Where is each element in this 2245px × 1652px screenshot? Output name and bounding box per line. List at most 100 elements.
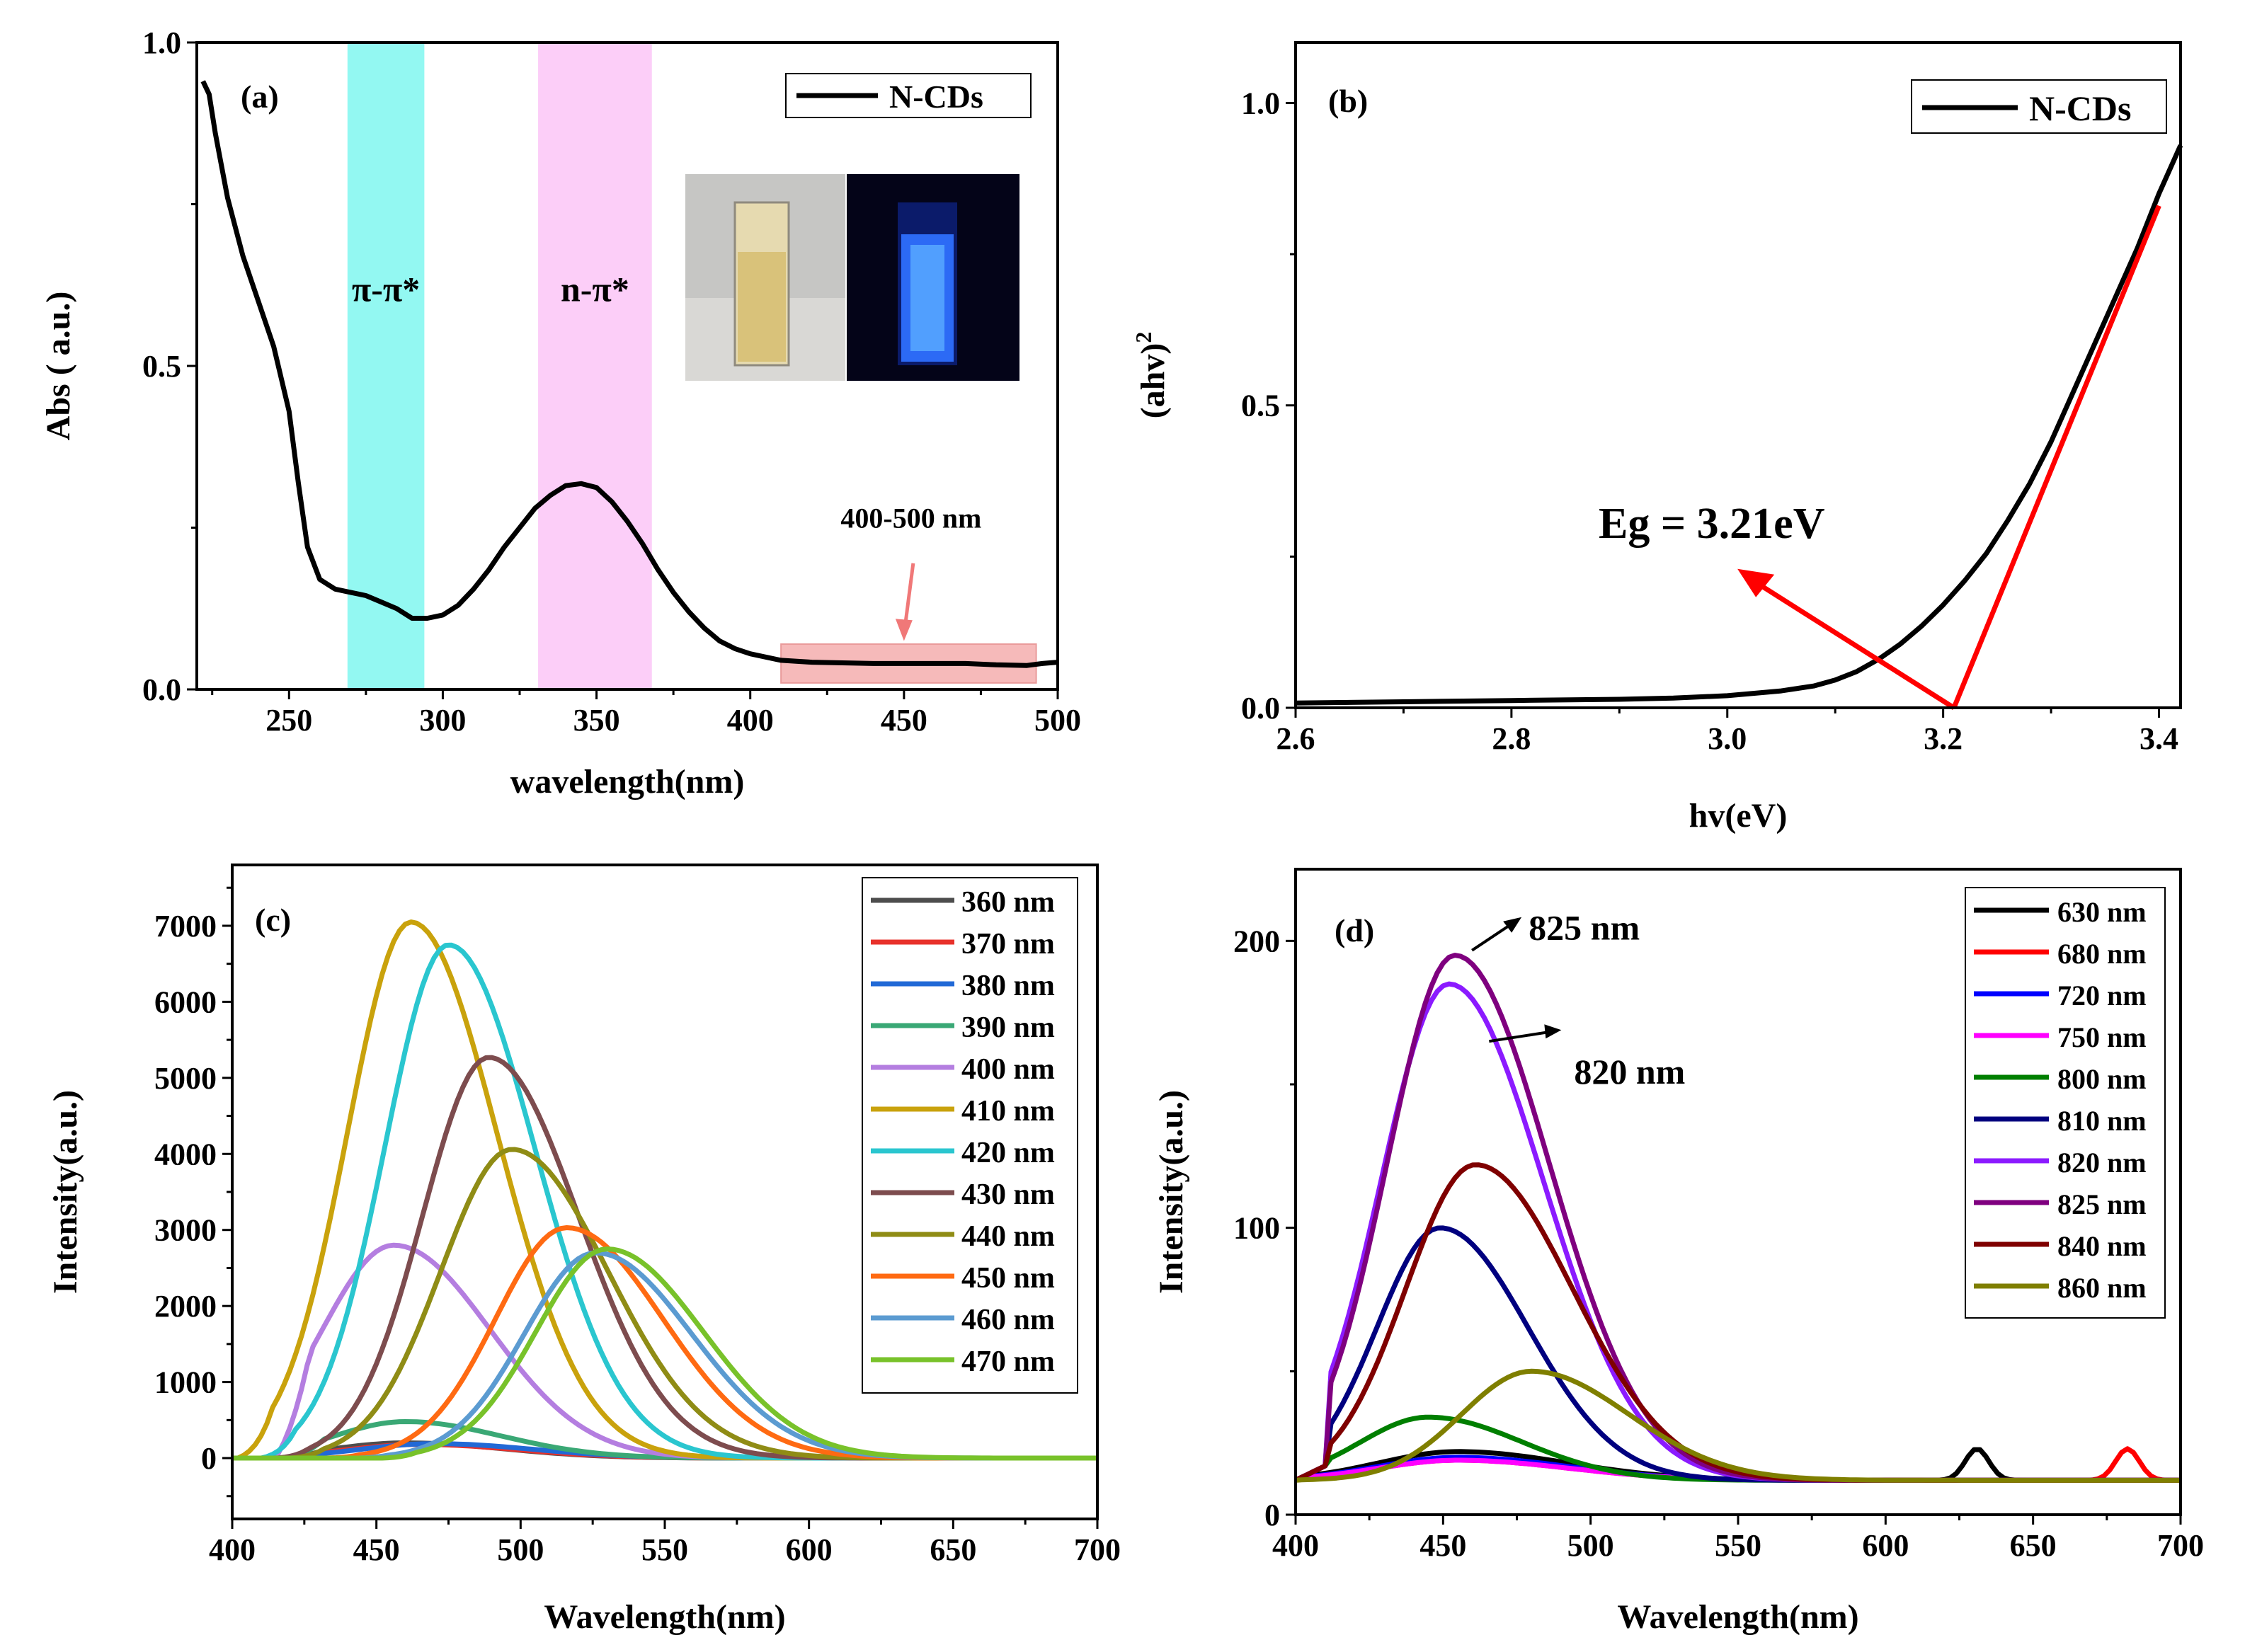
region-label-400-500: 400-500 nm: [840, 503, 981, 534]
annotation-arrowhead-820: [1544, 1024, 1562, 1039]
y-tick-label: 4000: [154, 1137, 217, 1171]
y-tick-label: 0.0: [1241, 691, 1280, 725]
legend-label: 410 nm: [961, 1095, 1055, 1128]
legend-label: 390 nm: [961, 1011, 1055, 1044]
x-tick-label: 3.4: [2140, 721, 2178, 756]
annotation-arrowhead-825: [1503, 917, 1522, 933]
y-tick-label: 6000: [154, 985, 217, 1019]
x-axis-title: Wavelength(nm): [1617, 1598, 1858, 1636]
absorption-band-2: [538, 42, 652, 689]
region-arrowhead: [895, 619, 913, 641]
x-tick-label: 450: [881, 703, 927, 738]
legend-label: 720 nm: [2057, 980, 2147, 1011]
x-tick-label: 600: [1862, 1528, 1909, 1563]
cuvette-daylight-liquid: [738, 252, 786, 362]
y-axis-title-sup: 2: [1131, 332, 1156, 343]
eg-arrow: [1749, 576, 1955, 710]
x-tick-label: 500: [1567, 1528, 1614, 1563]
y-tick-label: 0.5: [1241, 389, 1280, 423]
legend-label: 840 nm: [2057, 1230, 2147, 1262]
legend-label: N-CDs: [2029, 88, 2131, 128]
x-tick-label: 450: [353, 1532, 400, 1567]
y-tick-label: 5000: [154, 1061, 217, 1096]
x-axis-title: Wavelength(nm): [544, 1598, 785, 1636]
legend-label: 750 nm: [2057, 1021, 2147, 1053]
panel-b: Eg = 3.21eV N-CDs (b) 2.6 2.8 3.0 3.2 3.4 0.0 0.5…: [1131, 41, 2183, 834]
y-axis-title: (ahv)2: [1131, 332, 1172, 419]
series-n-cds: [1295, 144, 2183, 706]
eg-arrowhead: [1737, 568, 1775, 597]
x-axis-title: hv(eV): [1689, 797, 1788, 834]
x-tick-label: 500: [1034, 703, 1081, 738]
y-tick-label: 0.0: [142, 672, 181, 707]
plot-frame: [1294, 41, 2182, 709]
legend-label: 470 nm: [961, 1346, 1055, 1378]
x-tick-label: 700: [1074, 1532, 1121, 1567]
legend-label: 800 nm: [2057, 1063, 2147, 1095]
y-tick-label: 1.0: [1241, 86, 1280, 120]
y-tick-label: 100: [1233, 1211, 1280, 1246]
annotation-820: 820 nm: [1574, 1052, 1685, 1091]
panel-d: 825 nm 820 nm 630 nm 680 nm 720 nm 750 nm 800 …: [1153, 868, 2204, 1636]
x-tick-label: 300: [419, 703, 466, 738]
x-tick-label: 400: [727, 703, 774, 738]
tangent-fit-line: [1951, 205, 2161, 709]
legend-label: 680 nm: [2057, 938, 2147, 970]
legend-label: N-CDs: [889, 79, 983, 115]
series-n-cds: [200, 80, 1058, 668]
cuvette-uv-glow: [910, 245, 944, 351]
y-tick-label: 200: [1233, 924, 1280, 958]
x-axis-title: wavelength(nm): [510, 763, 745, 801]
annotation-825: 825 nm: [1529, 908, 1640, 948]
x-tick-label: 400: [1272, 1528, 1319, 1563]
y-axis-title: Intensity(a.u.): [1153, 1090, 1190, 1294]
y-tick-label: 1000: [154, 1365, 217, 1400]
legend-label: 430 nm: [961, 1178, 1055, 1211]
legend-label: 360 nm: [961, 886, 1055, 919]
x-tick-label: 500: [497, 1532, 544, 1567]
panel-label: (c): [255, 902, 291, 938]
legend-box: [862, 877, 1078, 1394]
y-tick-label: 7000: [154, 909, 217, 943]
panel-a: π-π* n-π* 400-500 nm N-CDs (a) 250 300 350 400 45…: [40, 25, 1081, 801]
y-tick-label: 0: [1264, 1498, 1280, 1532]
x-tick-label: 550: [1715, 1528, 1761, 1563]
x-tick-label: 400: [209, 1532, 256, 1567]
y-tick-label: 3000: [154, 1213, 217, 1248]
y-tick-label: 0.5: [142, 349, 181, 384]
legend-label: 460 nm: [961, 1304, 1055, 1336]
x-tick-label: 250: [265, 703, 312, 738]
x-tick-label: 700: [2157, 1528, 2204, 1563]
x-tick-label: 600: [786, 1532, 833, 1567]
x-tick-label: 3.0: [1708, 721, 1747, 756]
legend-label: 860 nm: [2057, 1272, 2147, 1304]
legend-label: 400 nm: [961, 1053, 1055, 1086]
absorption-band-1: [347, 42, 425, 689]
series-860-nm: [1295, 1368, 2181, 1483]
legend-label: 820 nm: [2057, 1147, 2147, 1178]
panel-label: (b): [1328, 83, 1368, 119]
series-470-nm: [232, 1246, 1097, 1461]
x-tick-label: 350: [573, 703, 620, 738]
x-tick-label: 2.8: [1492, 721, 1531, 756]
legend-label: 420 nm: [961, 1137, 1055, 1169]
legend-label: 630 nm: [2057, 896, 2147, 928]
y-tick-label: 0: [201, 1441, 217, 1476]
legend-label: 825 nm: [2057, 1188, 2147, 1220]
annotation-arrow-820: [1489, 1030, 1553, 1043]
y-axis-title: Abs ( a.u.): [40, 292, 77, 441]
x-tick-label: 650: [2010, 1528, 2057, 1563]
panel-label: (d): [1335, 912, 1374, 948]
x-tick-label: 2.6: [1276, 721, 1315, 756]
y-tick-label: 2000: [154, 1289, 217, 1324]
band-label-pi-pi: π-π*: [352, 270, 420, 309]
legend-label: 370 nm: [961, 928, 1055, 960]
x-tick-label: 650: [930, 1532, 976, 1567]
band-label-n-pi: n-π*: [561, 270, 629, 309]
legend-label: 440 nm: [961, 1220, 1055, 1253]
eg-annotation: Eg = 3.21eV: [1599, 500, 1825, 548]
legend-label: 810 nm: [2057, 1105, 2147, 1137]
x-tick-label: 450: [1419, 1528, 1466, 1563]
panel-c: 360 nm 370 nm 380 nm 390 nm 400 nm 410 nm 420 …: [47, 864, 1121, 1636]
